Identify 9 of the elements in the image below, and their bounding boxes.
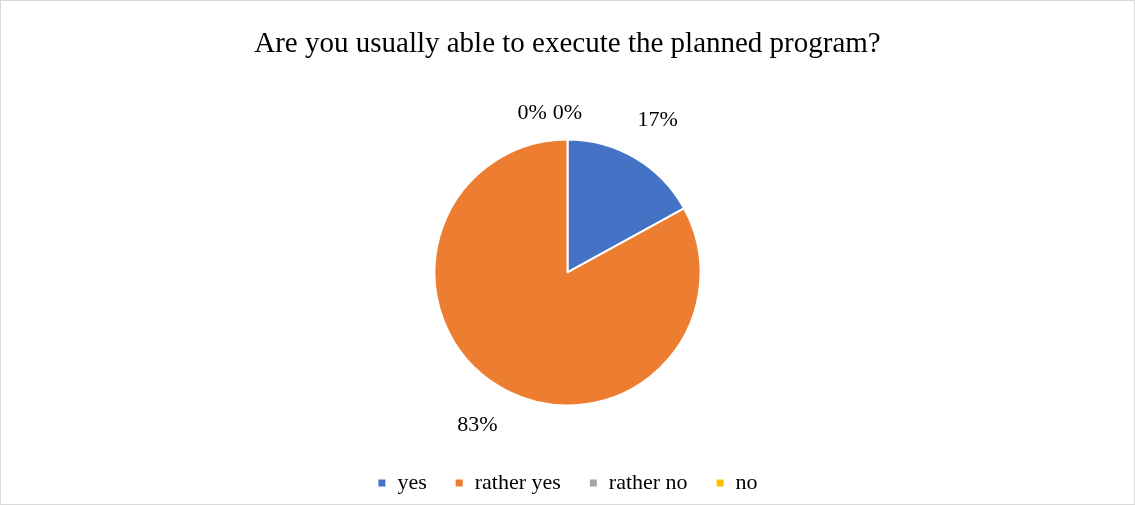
legend-label: no xyxy=(735,468,758,494)
text: 0% xyxy=(517,99,547,125)
legend-label: rather yes xyxy=(474,468,561,494)
text: 0% xyxy=(552,99,583,125)
data-label: 17% xyxy=(637,105,678,131)
legend-label: yes xyxy=(397,468,427,494)
legend-label: rather no xyxy=(608,468,688,494)
data-label: 83% xyxy=(457,410,498,436)
chart-title: Are you usually able to execute the planned program? xyxy=(254,26,881,59)
